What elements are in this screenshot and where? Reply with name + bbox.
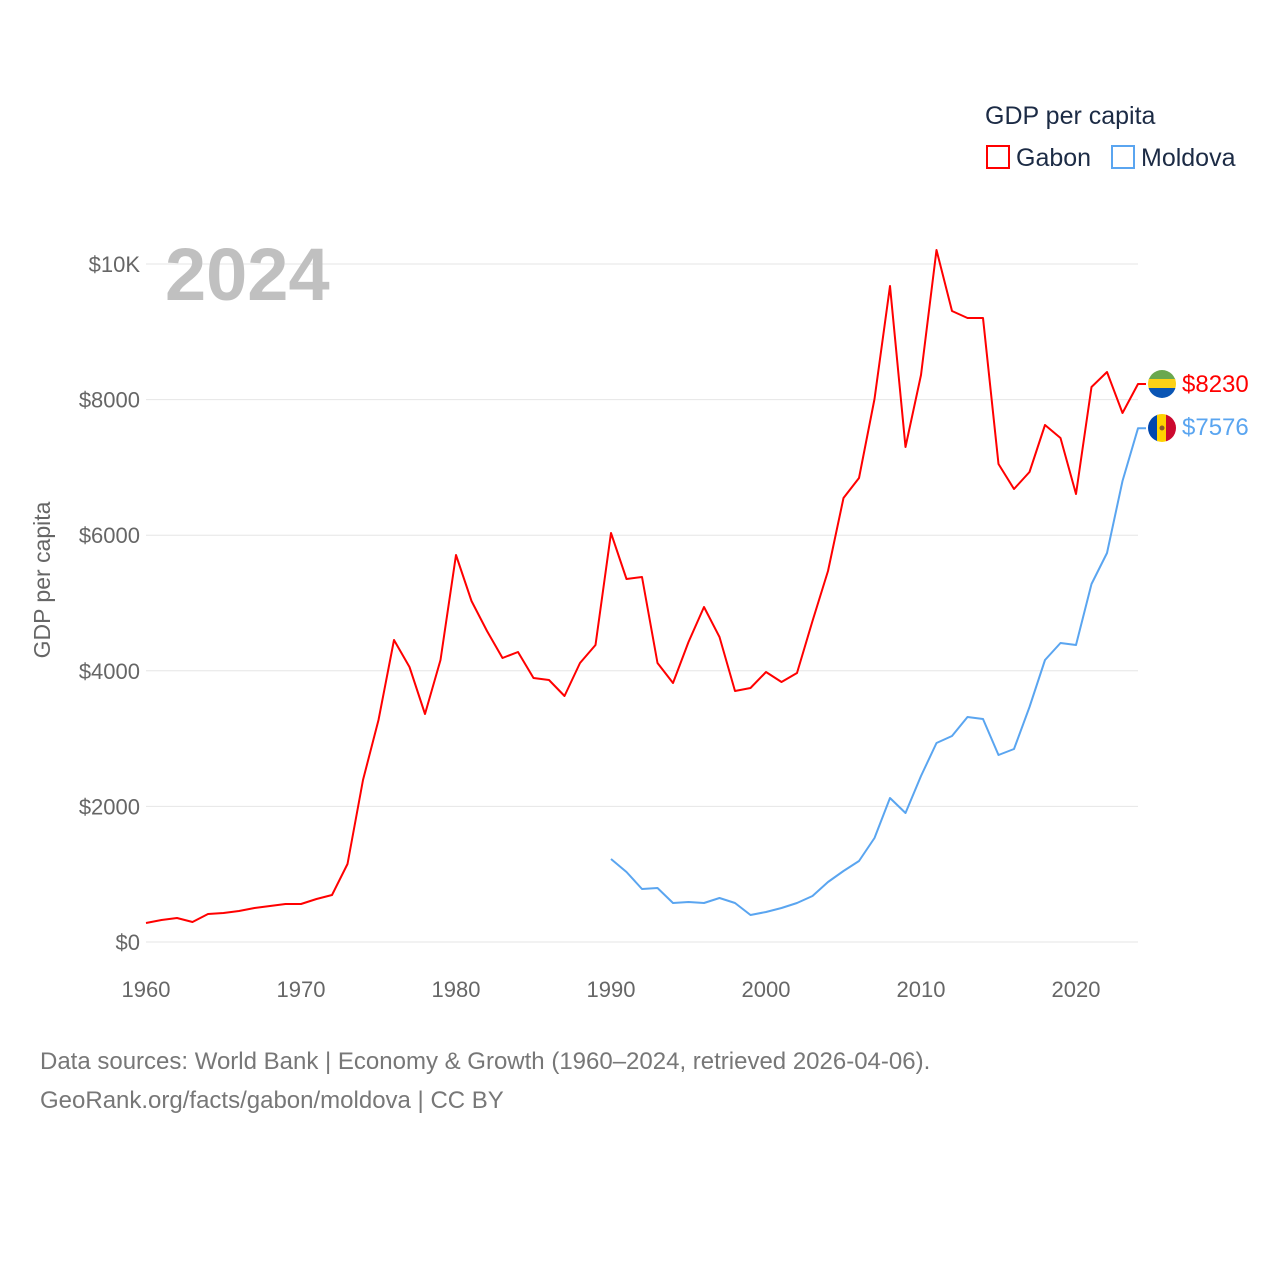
x-tick-label: 2020 xyxy=(1052,977,1101,1002)
x-tick-label: 1990 xyxy=(587,977,636,1002)
x-tick-label: 1960 xyxy=(122,977,171,1002)
legend-item-moldova[interactable]: Moldova xyxy=(1111,144,1236,172)
legend-item-gabon[interactable]: Gabon xyxy=(986,144,1091,172)
footer-sources: Data sources: World Bank | Economy & Gro… xyxy=(40,1048,930,1075)
y-axis-ticks: $0 $2000 $4000 $6000 $8000 $10K xyxy=(79,252,141,955)
moldova-flag-icon xyxy=(1148,414,1176,442)
footer-credit[interactable]: GeoRank.org/facts/gabon/moldova | CC BY xyxy=(40,1087,504,1114)
y-axis-label: GDP per capita xyxy=(29,501,55,658)
legend-label-gabon: Gabon xyxy=(1016,144,1091,172)
y-tick-label: $0 xyxy=(116,930,140,955)
y-tick-label: $4000 xyxy=(79,659,140,684)
gridlines xyxy=(146,263,1138,943)
moldova-end-label: $7576 xyxy=(1182,414,1249,441)
legend-swatch-gabon xyxy=(986,145,1010,169)
legend-swatch-moldova xyxy=(1111,145,1135,169)
legend-title: GDP per capita xyxy=(985,102,1156,130)
x-tick-label: 1970 xyxy=(277,977,326,1002)
gabon-end-label: $8230 xyxy=(1182,371,1249,398)
series-line-gabon xyxy=(145,249,1146,924)
x-tick-label: 2000 xyxy=(742,977,791,1002)
y-tick-label: $10K xyxy=(89,252,141,277)
x-tick-label: 2010 xyxy=(897,977,946,1002)
year-watermark: 2024 xyxy=(165,233,330,316)
legend-label-moldova: Moldova xyxy=(1141,144,1236,172)
x-axis-ticks: 1960 1970 1980 1990 2000 2010 2020 xyxy=(122,977,1101,1002)
series-lines xyxy=(145,249,1146,924)
y-tick-label: $6000 xyxy=(79,523,140,548)
gabon-flag-icon xyxy=(1148,370,1176,398)
x-tick-label: 1980 xyxy=(432,977,481,1002)
y-tick-label: $2000 xyxy=(79,794,140,819)
y-tick-label: $8000 xyxy=(79,388,140,413)
legend: GDP per capita Gabon Moldova xyxy=(985,102,1236,172)
series-line-moldova xyxy=(610,427,1146,916)
